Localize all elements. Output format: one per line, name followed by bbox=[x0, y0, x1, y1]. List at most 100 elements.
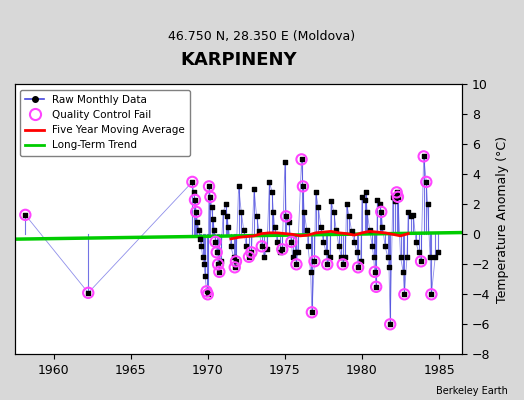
Point bbox=[206, 194, 215, 200]
Point bbox=[237, 209, 245, 215]
Point bbox=[431, 254, 440, 260]
Point bbox=[208, 204, 216, 210]
Point bbox=[287, 239, 296, 245]
Point bbox=[363, 209, 372, 215]
Point bbox=[192, 209, 200, 215]
Point bbox=[414, 249, 423, 256]
Point bbox=[213, 249, 221, 256]
Point bbox=[310, 258, 319, 264]
Point bbox=[362, 189, 370, 196]
Point bbox=[297, 156, 305, 162]
Point bbox=[282, 213, 290, 220]
Point bbox=[358, 194, 366, 200]
Point bbox=[204, 291, 212, 298]
Point bbox=[396, 254, 405, 260]
Point bbox=[304, 243, 312, 250]
Point bbox=[323, 261, 332, 268]
Point bbox=[370, 269, 379, 275]
Point bbox=[199, 254, 207, 260]
Point bbox=[215, 269, 224, 275]
Point bbox=[400, 291, 409, 298]
Point bbox=[242, 243, 250, 250]
Point bbox=[197, 243, 205, 250]
Point bbox=[308, 309, 316, 316]
Point bbox=[231, 264, 239, 270]
Y-axis label: Temperature Anomaly (°C): Temperature Anomaly (°C) bbox=[496, 136, 509, 303]
Point bbox=[366, 227, 374, 233]
Legend: Raw Monthly Data, Quality Control Fail, Five Year Moving Average, Long-Term Tren: Raw Monthly Data, Quality Control Fail, … bbox=[20, 90, 190, 156]
Point bbox=[434, 249, 442, 256]
Point bbox=[299, 183, 307, 190]
Point bbox=[339, 261, 347, 268]
Point bbox=[227, 243, 235, 250]
Point bbox=[191, 197, 199, 203]
Point bbox=[423, 201, 432, 208]
Point bbox=[204, 291, 212, 298]
Point bbox=[386, 321, 395, 328]
Point bbox=[337, 254, 346, 260]
Point bbox=[316, 224, 325, 230]
Point bbox=[417, 258, 425, 264]
Point bbox=[302, 227, 311, 233]
Point bbox=[422, 179, 431, 185]
Point bbox=[368, 243, 377, 250]
Point bbox=[342, 201, 351, 208]
Point bbox=[194, 227, 203, 233]
Point bbox=[417, 258, 425, 264]
Point bbox=[278, 246, 287, 252]
Point bbox=[214, 261, 222, 268]
Text: 46.750 N, 28.350 E (Moldova): 46.750 N, 28.350 E (Moldova) bbox=[168, 30, 356, 43]
Point bbox=[400, 291, 409, 298]
Point bbox=[288, 254, 297, 260]
Point bbox=[250, 186, 258, 192]
Point bbox=[247, 249, 256, 256]
Point bbox=[214, 261, 222, 268]
Point bbox=[234, 183, 243, 190]
Point bbox=[409, 212, 418, 218]
Point bbox=[372, 284, 380, 290]
Point bbox=[319, 239, 328, 245]
Point bbox=[245, 254, 253, 260]
Point bbox=[189, 189, 198, 196]
Point bbox=[293, 249, 302, 256]
Point bbox=[247, 249, 256, 256]
Point bbox=[386, 321, 395, 328]
Point bbox=[378, 224, 387, 230]
Point bbox=[297, 156, 305, 162]
Point bbox=[202, 288, 211, 294]
Point bbox=[377, 209, 386, 215]
Point bbox=[219, 209, 227, 215]
Point bbox=[21, 212, 29, 218]
Point bbox=[373, 197, 381, 203]
Point bbox=[281, 159, 289, 166]
Point bbox=[356, 258, 365, 264]
Point bbox=[384, 254, 392, 260]
Point bbox=[332, 227, 341, 233]
Point bbox=[354, 264, 362, 270]
Point bbox=[392, 189, 401, 196]
Point bbox=[205, 183, 213, 190]
Point bbox=[399, 269, 407, 275]
Point bbox=[196, 236, 204, 242]
Point bbox=[391, 198, 400, 204]
Point bbox=[361, 197, 369, 203]
Point bbox=[412, 239, 420, 245]
Point bbox=[232, 258, 240, 264]
Point bbox=[427, 291, 435, 298]
Point bbox=[84, 290, 92, 296]
Point bbox=[84, 290, 92, 296]
Point bbox=[258, 243, 266, 250]
Point bbox=[385, 264, 393, 270]
Point bbox=[345, 213, 353, 220]
Point bbox=[287, 239, 296, 245]
Point bbox=[299, 183, 307, 190]
Point bbox=[188, 179, 196, 185]
Point bbox=[270, 224, 279, 230]
Point bbox=[265, 179, 274, 185]
Point bbox=[370, 269, 379, 275]
Point bbox=[211, 239, 220, 245]
Point bbox=[215, 269, 224, 275]
Point bbox=[392, 189, 401, 196]
Point bbox=[292, 261, 301, 268]
Point bbox=[188, 179, 196, 185]
